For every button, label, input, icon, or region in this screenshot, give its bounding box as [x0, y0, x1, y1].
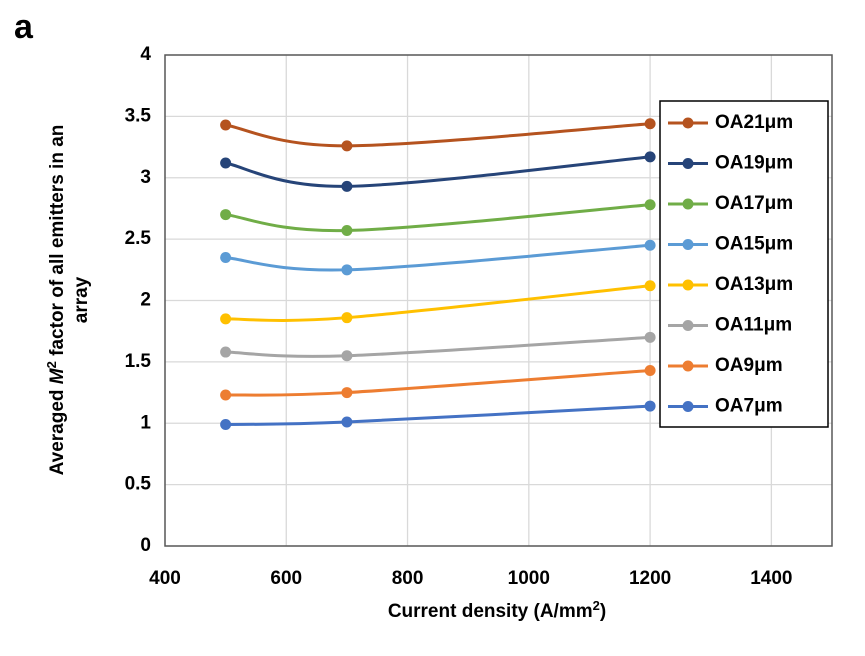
y-label-text: factor of all emitters in an: [47, 125, 68, 362]
legend-label: OA13μm: [715, 274, 793, 295]
data-point: [341, 180, 353, 192]
data-point: [341, 312, 353, 324]
x-axis-label: Current density (A/mm2): [388, 598, 606, 622]
series-line: [225, 243, 651, 272]
series-line: [225, 203, 651, 233]
series-line: [225, 155, 651, 188]
x-tick-label: 1200: [629, 568, 671, 589]
x-label-text: ): [600, 601, 606, 622]
legend-label: OA21μm: [715, 112, 793, 133]
data-point: [644, 118, 656, 130]
data-point: [341, 350, 353, 362]
data-point: [341, 225, 353, 237]
legend-label: OA19μm: [715, 153, 793, 174]
legend-marker: [682, 158, 694, 169]
plot-frame: [164, 54, 833, 547]
legend-marker: [682, 320, 694, 331]
x-tick-label: 1000: [508, 568, 550, 589]
y-tick-label: 3: [140, 167, 151, 188]
x-tick-label: 800: [392, 568, 424, 589]
panel-label: a: [14, 8, 34, 46]
data-point: [341, 140, 353, 152]
legend-label: OA11μm: [715, 315, 792, 336]
y-label-superscript: 2: [44, 361, 59, 368]
data-point: [220, 389, 232, 401]
legend-marker: [682, 401, 694, 412]
legend-label: OA17μm: [715, 193, 793, 214]
data-point: [644, 331, 656, 343]
data-point: [341, 416, 353, 428]
data-point: [644, 400, 656, 412]
data-point: [220, 119, 232, 131]
y-tick-label: 3.5: [125, 105, 152, 126]
data-point: [644, 199, 656, 211]
legend-marker: [682, 239, 694, 250]
data-point: [644, 364, 656, 376]
x-tick-label: 1400: [750, 568, 792, 589]
y-axis-label: Averaged M2 factor of all emitters in an…: [44, 125, 92, 476]
y-tick-label: 2.5: [125, 228, 152, 249]
y-tick-label: 0: [140, 535, 151, 556]
legend-label: OA15μm: [715, 234, 793, 255]
y-label-text: array: [71, 276, 92, 323]
legend-marker: [682, 360, 694, 372]
legend-label: OA7μm: [715, 396, 783, 417]
series-line: [225, 368, 651, 397]
y-tick-label: 1: [140, 412, 151, 433]
legend-box: [659, 100, 829, 428]
data-point: [644, 239, 656, 251]
series-line: [225, 284, 651, 322]
legend-marker: [682, 117, 694, 129]
data-point: [220, 209, 232, 221]
y-label-text: Averaged: [47, 384, 68, 475]
series-line: [225, 122, 651, 148]
data-point: [220, 313, 232, 325]
data-point: [341, 264, 353, 276]
legend-label: OA9μm: [715, 355, 783, 376]
series-line: [225, 404, 651, 426]
data-point: [220, 418, 232, 430]
data-point: [220, 346, 232, 358]
x-label-text: Current density (A/mm: [388, 601, 593, 622]
x-tick-label: 400: [149, 568, 181, 589]
series-line: [225, 335, 651, 358]
y-label-symbol: M: [47, 367, 68, 384]
y-tick-label: 0.5: [125, 474, 152, 495]
y-tick-label: 1.5: [125, 351, 152, 372]
data-point: [644, 151, 656, 163]
legend-marker: [682, 198, 694, 210]
data-point: [644, 280, 656, 292]
x-label-superscript: 2: [593, 598, 600, 613]
y-tick-label: 2: [140, 290, 151, 311]
legend-marker: [682, 279, 694, 291]
x-tick-label: 600: [270, 568, 302, 589]
data-point: [220, 157, 232, 169]
data-point: [341, 387, 353, 399]
y-tick-label: 4: [140, 44, 151, 65]
data-point: [220, 252, 232, 264]
